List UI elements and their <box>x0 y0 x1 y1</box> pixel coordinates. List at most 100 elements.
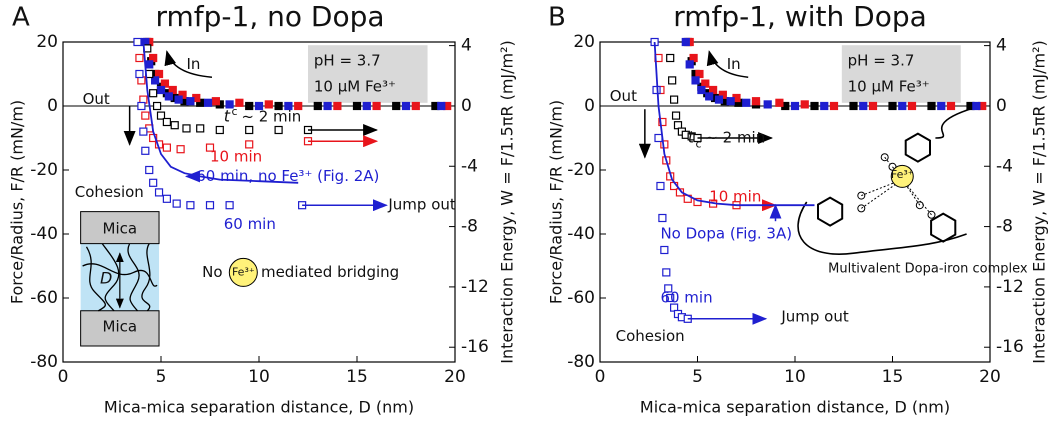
y2-tick-label: 0 <box>461 96 472 116</box>
separation-point <box>141 146 150 155</box>
separation-point <box>162 143 171 152</box>
x-tick-label: 0 <box>595 367 606 387</box>
in-arrow <box>706 50 749 78</box>
separation-point <box>196 124 205 133</box>
iron-circle <box>890 164 914 188</box>
separation-point <box>182 124 191 133</box>
annotation: pH = 3.7 <box>848 52 915 70</box>
separation-point <box>245 125 254 135</box>
approach-point <box>333 101 342 111</box>
separation-point <box>149 178 158 187</box>
approach-point <box>907 101 917 111</box>
approach-point <box>254 101 264 111</box>
approach-point <box>763 100 772 109</box>
annotation: Jump out <box>780 308 849 326</box>
x-tick-label: 10 <box>784 367 806 387</box>
separation-point <box>149 89 158 98</box>
annotation: No <box>202 263 222 281</box>
separation-point <box>205 143 215 152</box>
approach-point <box>186 97 195 106</box>
series-label: 10 min <box>210 148 262 166</box>
separation-point <box>170 121 179 130</box>
annotation: Out <box>83 90 110 108</box>
x-tick-label: 15 <box>882 367 904 387</box>
approach-point <box>849 101 858 111</box>
annotation: Fe³⁺ <box>232 265 255 278</box>
separation-point <box>658 213 667 223</box>
annotation: Cohesion <box>616 327 685 345</box>
y-tick-label: 20 <box>573 32 595 52</box>
separation-point <box>666 53 675 63</box>
y2-tick-label: -12 <box>461 277 489 297</box>
annotation: Cohesion <box>75 183 144 201</box>
approach-point <box>972 101 981 111</box>
y-axis-label: Force/Radius, F/R (mN/m) <box>8 100 27 304</box>
info-box <box>841 45 961 103</box>
x-axis-label: Mica-mica separation distance, D (nm) <box>104 398 414 417</box>
y-tick-label: 0 <box>47 96 58 116</box>
approach-point <box>937 101 946 111</box>
approach-point <box>235 98 244 107</box>
in-arrow <box>164 50 213 78</box>
approach-point <box>800 100 809 109</box>
annotation: ~ 2 min <box>705 129 765 147</box>
separation-point <box>154 188 164 197</box>
annotation: mediated bridging <box>261 263 399 281</box>
approach-point <box>775 98 784 107</box>
separation-point <box>133 37 142 47</box>
approach-point <box>323 101 332 111</box>
approach-point <box>164 92 173 101</box>
approach-point <box>829 101 839 111</box>
separation-point <box>656 181 665 191</box>
annotation: c <box>232 105 238 118</box>
approach-point <box>685 60 694 69</box>
annotation: Fe³⁺ <box>891 168 914 181</box>
annotation: D <box>100 268 112 287</box>
separation-point <box>664 284 673 293</box>
panel-letter: B <box>548 3 566 33</box>
y-tick-label: -60 <box>30 288 58 308</box>
y2-tick-label: 4 <box>461 36 472 56</box>
separation-point <box>225 201 234 210</box>
backbone <box>797 105 981 255</box>
separation-point <box>145 165 154 175</box>
approach-point <box>245 101 254 111</box>
y2-tick-label: -8 <box>461 217 478 237</box>
separation-point <box>668 76 677 85</box>
y2-tick-label: -16 <box>996 337 1024 357</box>
y-tick-label: -40 <box>30 224 58 244</box>
y-tick-label: -60 <box>567 288 595 308</box>
approach-point <box>888 101 897 111</box>
y2-tick-label: -4 <box>996 156 1013 176</box>
approach-point <box>151 76 160 85</box>
panel-letter: A <box>12 3 30 33</box>
approach-point <box>898 101 907 111</box>
polymer-chain <box>141 243 151 312</box>
y2-axis-label: Interaction Energy, W = F/1.5πR (mJ/m²) <box>498 40 517 364</box>
separation-point <box>666 293 675 303</box>
y2-tick-label: -12 <box>996 277 1024 297</box>
y2-axis-label: Interaction Energy, W = F/1.5πR (mJ/m²) <box>1030 40 1049 364</box>
approach-point <box>691 76 700 85</box>
approach-point <box>868 101 878 111</box>
approach-point <box>372 101 381 111</box>
y-tick-label: -20 <box>30 160 58 180</box>
separation-point <box>135 69 144 79</box>
series-label: 10 min <box>709 188 761 206</box>
separation-point <box>139 127 148 136</box>
approach-point <box>145 60 154 69</box>
y-tick-label: -80 <box>30 352 58 372</box>
approach-point <box>697 85 706 95</box>
annotation: pH = 3.7 <box>314 52 381 70</box>
approach-point <box>751 97 761 106</box>
y-tick-label: 0 <box>584 96 595 116</box>
x-tick-label: 15 <box>346 367 368 387</box>
separation-point <box>135 53 144 63</box>
annotation: In <box>186 55 200 73</box>
polymer-chain <box>127 243 140 312</box>
y-tick-label: -20 <box>567 160 595 180</box>
x-tick-label: 0 <box>58 367 69 387</box>
approach-point <box>156 85 166 95</box>
